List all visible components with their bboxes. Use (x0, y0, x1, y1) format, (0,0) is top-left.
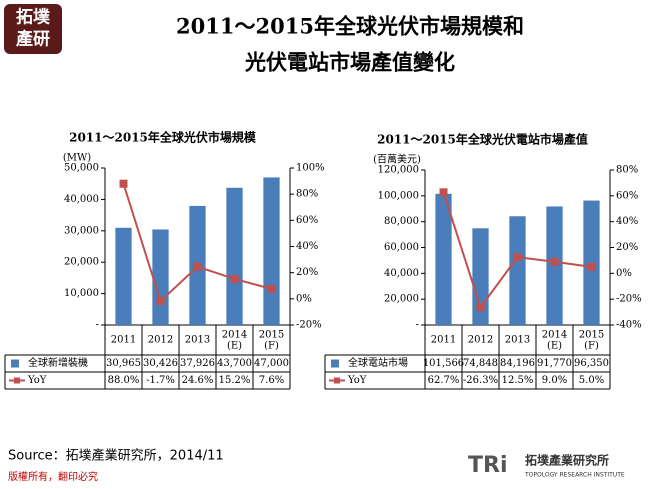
y-tick-label: 10,000 (64, 288, 99, 299)
y-axis-label: (MW) (63, 153, 91, 164)
data-label: 84,196 (500, 358, 535, 369)
y2-tick-label: 20% (616, 242, 638, 253)
data-label: 37,926 (180, 358, 215, 369)
y-tick-label: 40,000 (384, 268, 419, 279)
data-label: 91,770 (537, 358, 572, 369)
y2-tick-label: -20% (296, 320, 322, 331)
legend-label: 全球新增裝機 (28, 356, 88, 369)
logo-text: 產研 (16, 29, 50, 50)
data-label: 5.0% (579, 375, 604, 386)
data-label: 30,426 (143, 358, 178, 369)
logo-text: 拓墣 (16, 8, 50, 28)
line-marker (476, 303, 485, 312)
data-label: 74,848 (463, 358, 498, 369)
line-marker (587, 262, 596, 271)
y-axis-label: (百萬美元) (373, 153, 421, 166)
chart-title: 2011～2015年全球光伏市場規模 (69, 130, 257, 145)
data-label: 88.0% (108, 375, 140, 386)
chart-title: 2011～2015年全球光伏電站市場產值 (377, 132, 588, 147)
data-label: -26.3% (463, 375, 498, 386)
data-label: 15.2% (219, 375, 251, 386)
y2-tick-label: 80% (616, 165, 638, 176)
bar (115, 227, 132, 325)
data-label: -1.7% (146, 375, 175, 386)
line-marker (550, 257, 559, 266)
y2-tick-label: 100% (296, 163, 325, 174)
y2-tick-label: 0% (296, 293, 312, 304)
copyright: 版權所有，翻印必究 (8, 470, 98, 483)
x-tick-label: 2015 (F) (259, 329, 284, 351)
legend-swatch (14, 377, 20, 384)
line-marker (156, 297, 165, 306)
y-tick-label: 60,000 (384, 242, 419, 253)
legend-label: YoY (27, 375, 47, 386)
source: Source：拓墣產業研究所，2014/11 (8, 448, 224, 464)
y2-tick-label: -40% (616, 320, 642, 331)
y2-tick-label: -20% (616, 294, 642, 305)
x-tick-label: 2013 (505, 335, 530, 346)
data-label: 12.5% (502, 375, 534, 386)
logo-box (4, 4, 62, 54)
data-label: 101,566 (423, 358, 464, 369)
y-tick-label: 100,000 (378, 190, 419, 201)
x-tick-label: 2012 (468, 335, 493, 346)
bar (263, 177, 280, 325)
y-tick-label: 20,000 (64, 257, 99, 268)
bar (435, 193, 452, 325)
y-tick-label: 80,000 (384, 216, 419, 227)
x-tick-label: 2011 (431, 335, 456, 346)
data-label: 96,350 (574, 358, 609, 369)
bar (226, 187, 243, 325)
data-label: 24.6% (182, 375, 214, 386)
bar (152, 229, 169, 325)
line-marker (439, 188, 448, 197)
y-tick-label: 30,000 (64, 225, 99, 236)
y2-tick-label: 60% (616, 190, 638, 201)
bar (546, 206, 563, 325)
y-tick-label: 120,000 (378, 165, 419, 176)
y2-tick-label: 40% (296, 241, 318, 252)
x-tick-label: 2014 (E) (222, 329, 247, 351)
x-tick-label: 2015 (F) (579, 329, 604, 351)
data-label: 7.6% (259, 375, 284, 386)
y-tick-label: 20,000 (384, 294, 419, 305)
x-tick-label: 2012 (148, 335, 173, 346)
legend-swatch (334, 377, 340, 384)
line-marker (193, 262, 202, 271)
line-marker (513, 253, 522, 262)
slide-title: 光伏電站市場產值變化 (244, 50, 455, 75)
y2-tick-label: 20% (296, 267, 318, 278)
brand-logo: TRi (468, 453, 508, 478)
data-label: 47,000 (254, 358, 289, 369)
data-label: 43,700 (217, 358, 252, 369)
x-tick-label: 2013 (185, 335, 210, 346)
y2-tick-label: 80% (296, 189, 318, 200)
line-marker (267, 284, 276, 293)
y-tick-label: - (96, 320, 99, 331)
y-tick-label: 40,000 (64, 194, 99, 205)
y2-tick-label: 60% (296, 215, 318, 226)
x-tick-label: 2014 (E) (542, 329, 567, 351)
line-marker (230, 274, 239, 283)
slide-title: 2011～2015年全球光伏市場規模和 (176, 14, 524, 39)
bar (509, 216, 526, 325)
data-label: 9.0% (542, 375, 567, 386)
legend-label: 全球電站市場 (348, 356, 408, 369)
legend-swatch (11, 359, 19, 368)
data-label: 62.7% (428, 375, 460, 386)
y2-tick-label: 0% (616, 268, 632, 279)
legend-label: YoY (347, 375, 367, 386)
line-marker (119, 179, 128, 188)
bar (583, 200, 600, 325)
y2-tick-label: 40% (616, 216, 638, 227)
y-tick-label: - (416, 320, 419, 331)
x-tick-label: 2011 (111, 335, 136, 346)
brand-sub: TOPOLOGY RESEARCH INSTITUTE (524, 472, 625, 479)
data-label: 30,965 (106, 358, 141, 369)
legend-swatch (331, 359, 339, 368)
brand-name: 拓墣產業研究所 (525, 453, 609, 468)
y-tick-label: 50,000 (64, 163, 99, 174)
